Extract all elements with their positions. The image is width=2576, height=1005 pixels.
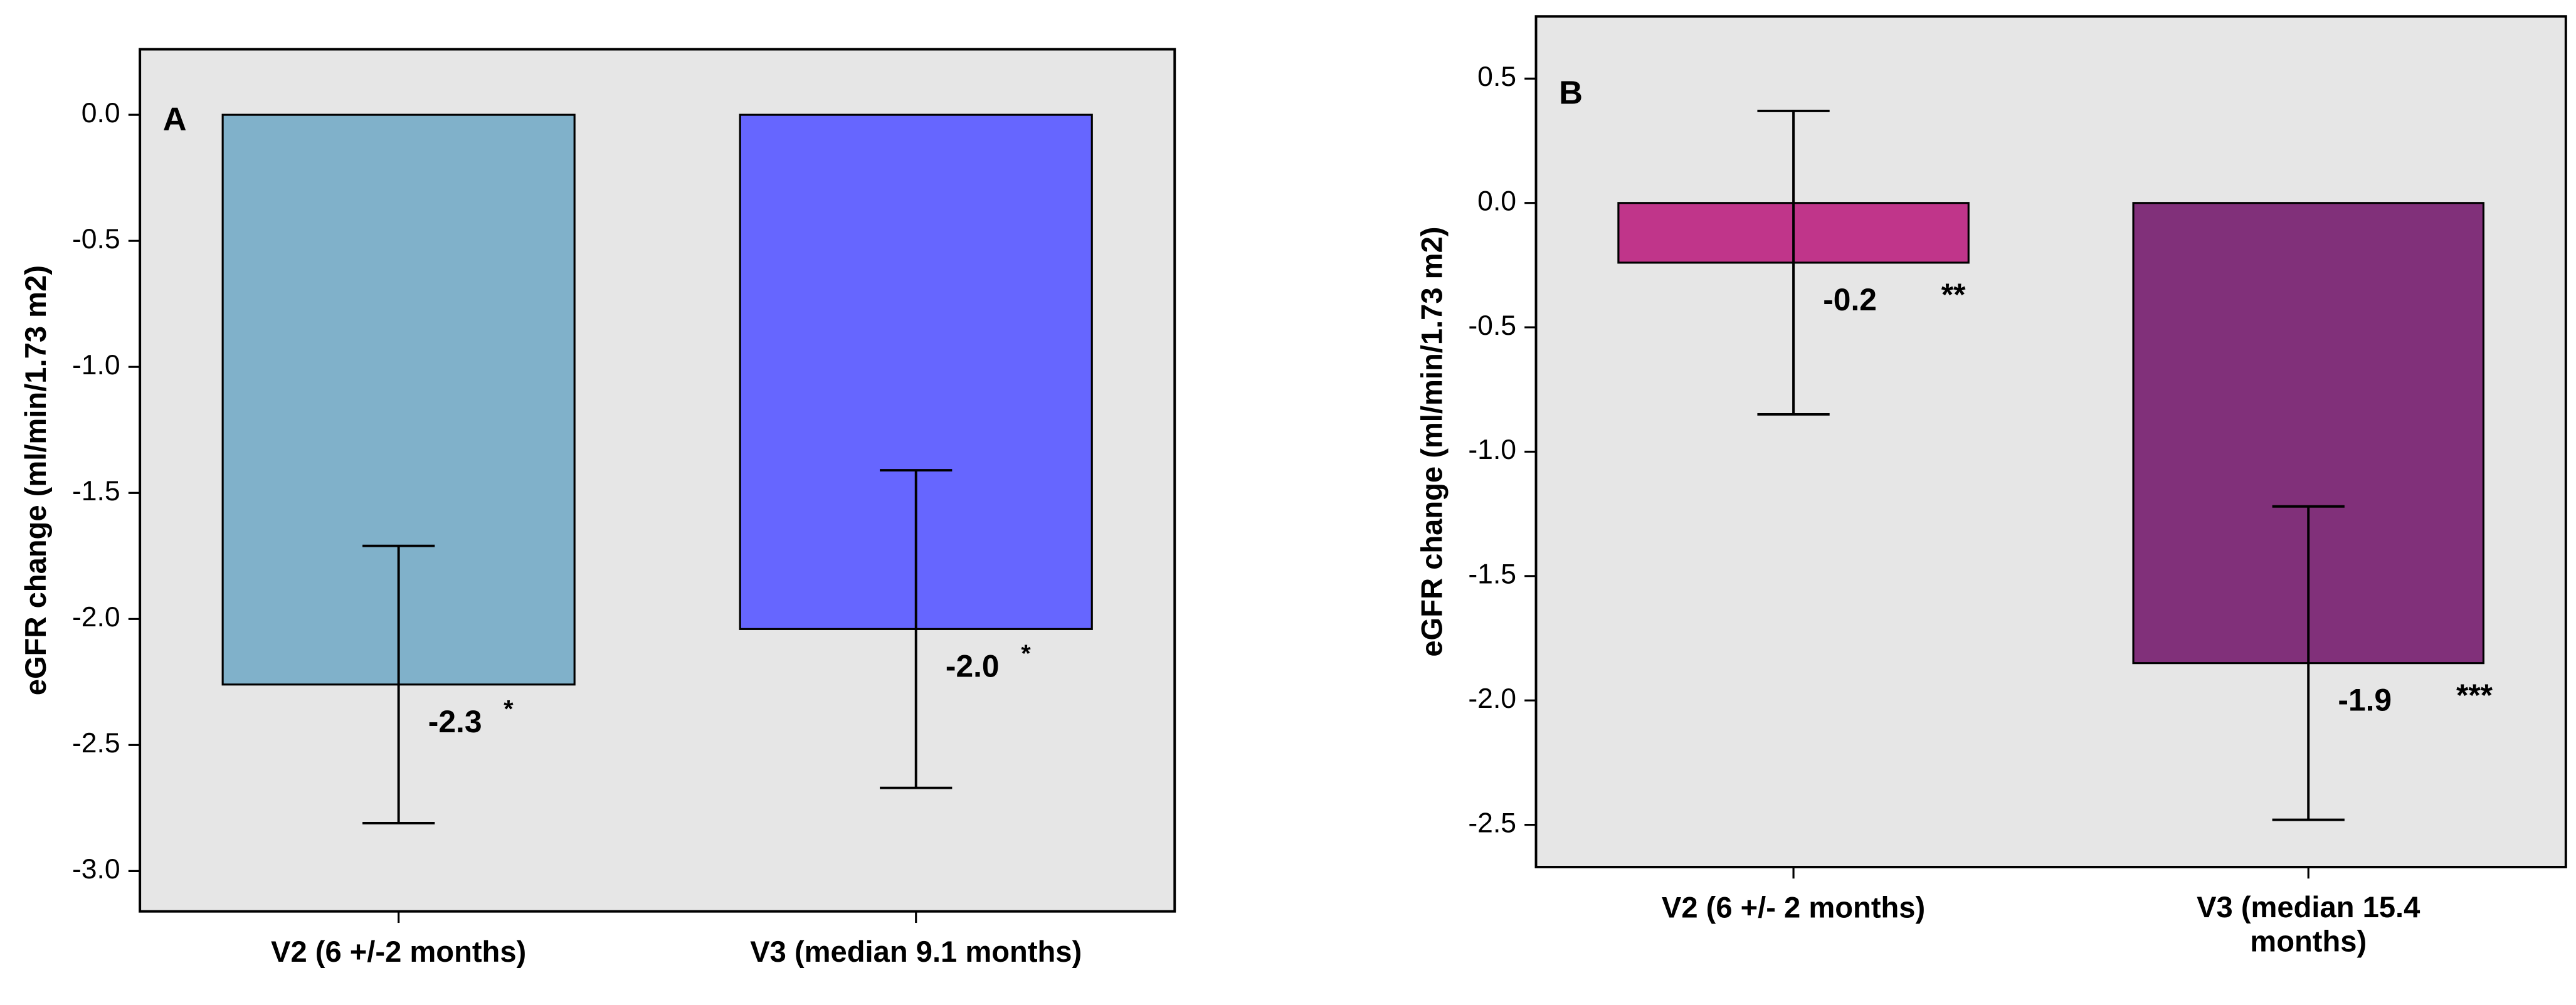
significance: ** [1941,277,1966,312]
value-label: -2.0 [946,648,1000,683]
y-tick-label: -0.5 [72,224,120,255]
x-tick-label: V2 (6 +/- 2 months) [1662,891,1925,924]
y-tick-label: -2.0 [1468,683,1516,714]
x-tick-label: V3 (median 9.1 months) [750,935,1082,968]
value-label: -1.9 [2338,683,2392,718]
value-label: -0.2 [1823,282,1877,317]
y-tick-label: -1.0 [1468,434,1516,465]
y-tick-label: -1.0 [72,350,120,381]
y-tick-label: -2.0 [72,602,120,633]
y-tick-label: -3.0 [72,854,120,885]
y-axis-label: eGFR change (ml/min/1.73 m2) [1415,227,1449,657]
value-label: -2.3 [428,704,482,739]
y-tick-label: 0.0 [1477,186,1516,216]
significance: * [504,695,514,723]
y-tick-label: -2.5 [1468,808,1516,838]
significance: * [1021,640,1031,668]
y-tick-label: -1.5 [1468,559,1516,590]
significance: *** [2456,678,2493,713]
y-axis-label: eGFR change (ml/min/1.73 m2) [19,265,52,695]
y-tick-label: -1.5 [72,476,120,507]
y-tick-label: -0.5 [1468,310,1516,341]
x-tick-label: V3 (median 15.4 months) [2197,891,2420,958]
x-tick-label: V2 (6 +/-2 months) [271,935,526,968]
y-tick-label: 0.5 [1477,61,1516,92]
panel-label: A [163,102,187,138]
y-tick-label: -2.5 [72,728,120,759]
panel-label: B [1559,75,1583,112]
y-tick-label: 0.0 [82,98,120,129]
